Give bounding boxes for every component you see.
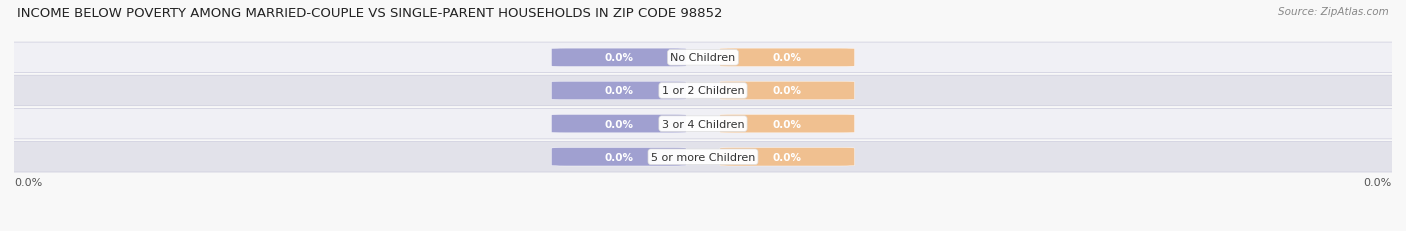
FancyBboxPatch shape xyxy=(551,82,686,100)
Text: 0.0%: 0.0% xyxy=(773,152,801,162)
Text: 0.0%: 0.0% xyxy=(605,119,633,129)
Text: 0.0%: 0.0% xyxy=(605,53,633,63)
Text: Source: ZipAtlas.com: Source: ZipAtlas.com xyxy=(1278,7,1389,17)
Text: 0.0%: 0.0% xyxy=(605,152,633,162)
FancyBboxPatch shape xyxy=(551,49,686,67)
FancyBboxPatch shape xyxy=(0,43,1406,73)
FancyBboxPatch shape xyxy=(720,148,855,166)
Text: 0.0%: 0.0% xyxy=(773,86,801,96)
Text: 5 or more Children: 5 or more Children xyxy=(651,152,755,162)
FancyBboxPatch shape xyxy=(551,148,686,166)
Text: INCOME BELOW POVERTY AMONG MARRIED-COUPLE VS SINGLE-PARENT HOUSEHOLDS IN ZIP COD: INCOME BELOW POVERTY AMONG MARRIED-COUPL… xyxy=(17,7,723,20)
Text: 1 or 2 Children: 1 or 2 Children xyxy=(662,86,744,96)
Text: 0.0%: 0.0% xyxy=(14,178,42,188)
FancyBboxPatch shape xyxy=(720,115,855,133)
Text: 3 or 4 Children: 3 or 4 Children xyxy=(662,119,744,129)
FancyBboxPatch shape xyxy=(720,49,855,67)
FancyBboxPatch shape xyxy=(720,82,855,100)
Text: 0.0%: 0.0% xyxy=(773,53,801,63)
FancyBboxPatch shape xyxy=(551,115,686,133)
Text: 0.0%: 0.0% xyxy=(1364,178,1392,188)
FancyBboxPatch shape xyxy=(0,109,1406,139)
FancyBboxPatch shape xyxy=(0,76,1406,106)
Text: 0.0%: 0.0% xyxy=(605,86,633,96)
Text: 0.0%: 0.0% xyxy=(773,119,801,129)
FancyBboxPatch shape xyxy=(0,142,1406,172)
Text: No Children: No Children xyxy=(671,53,735,63)
